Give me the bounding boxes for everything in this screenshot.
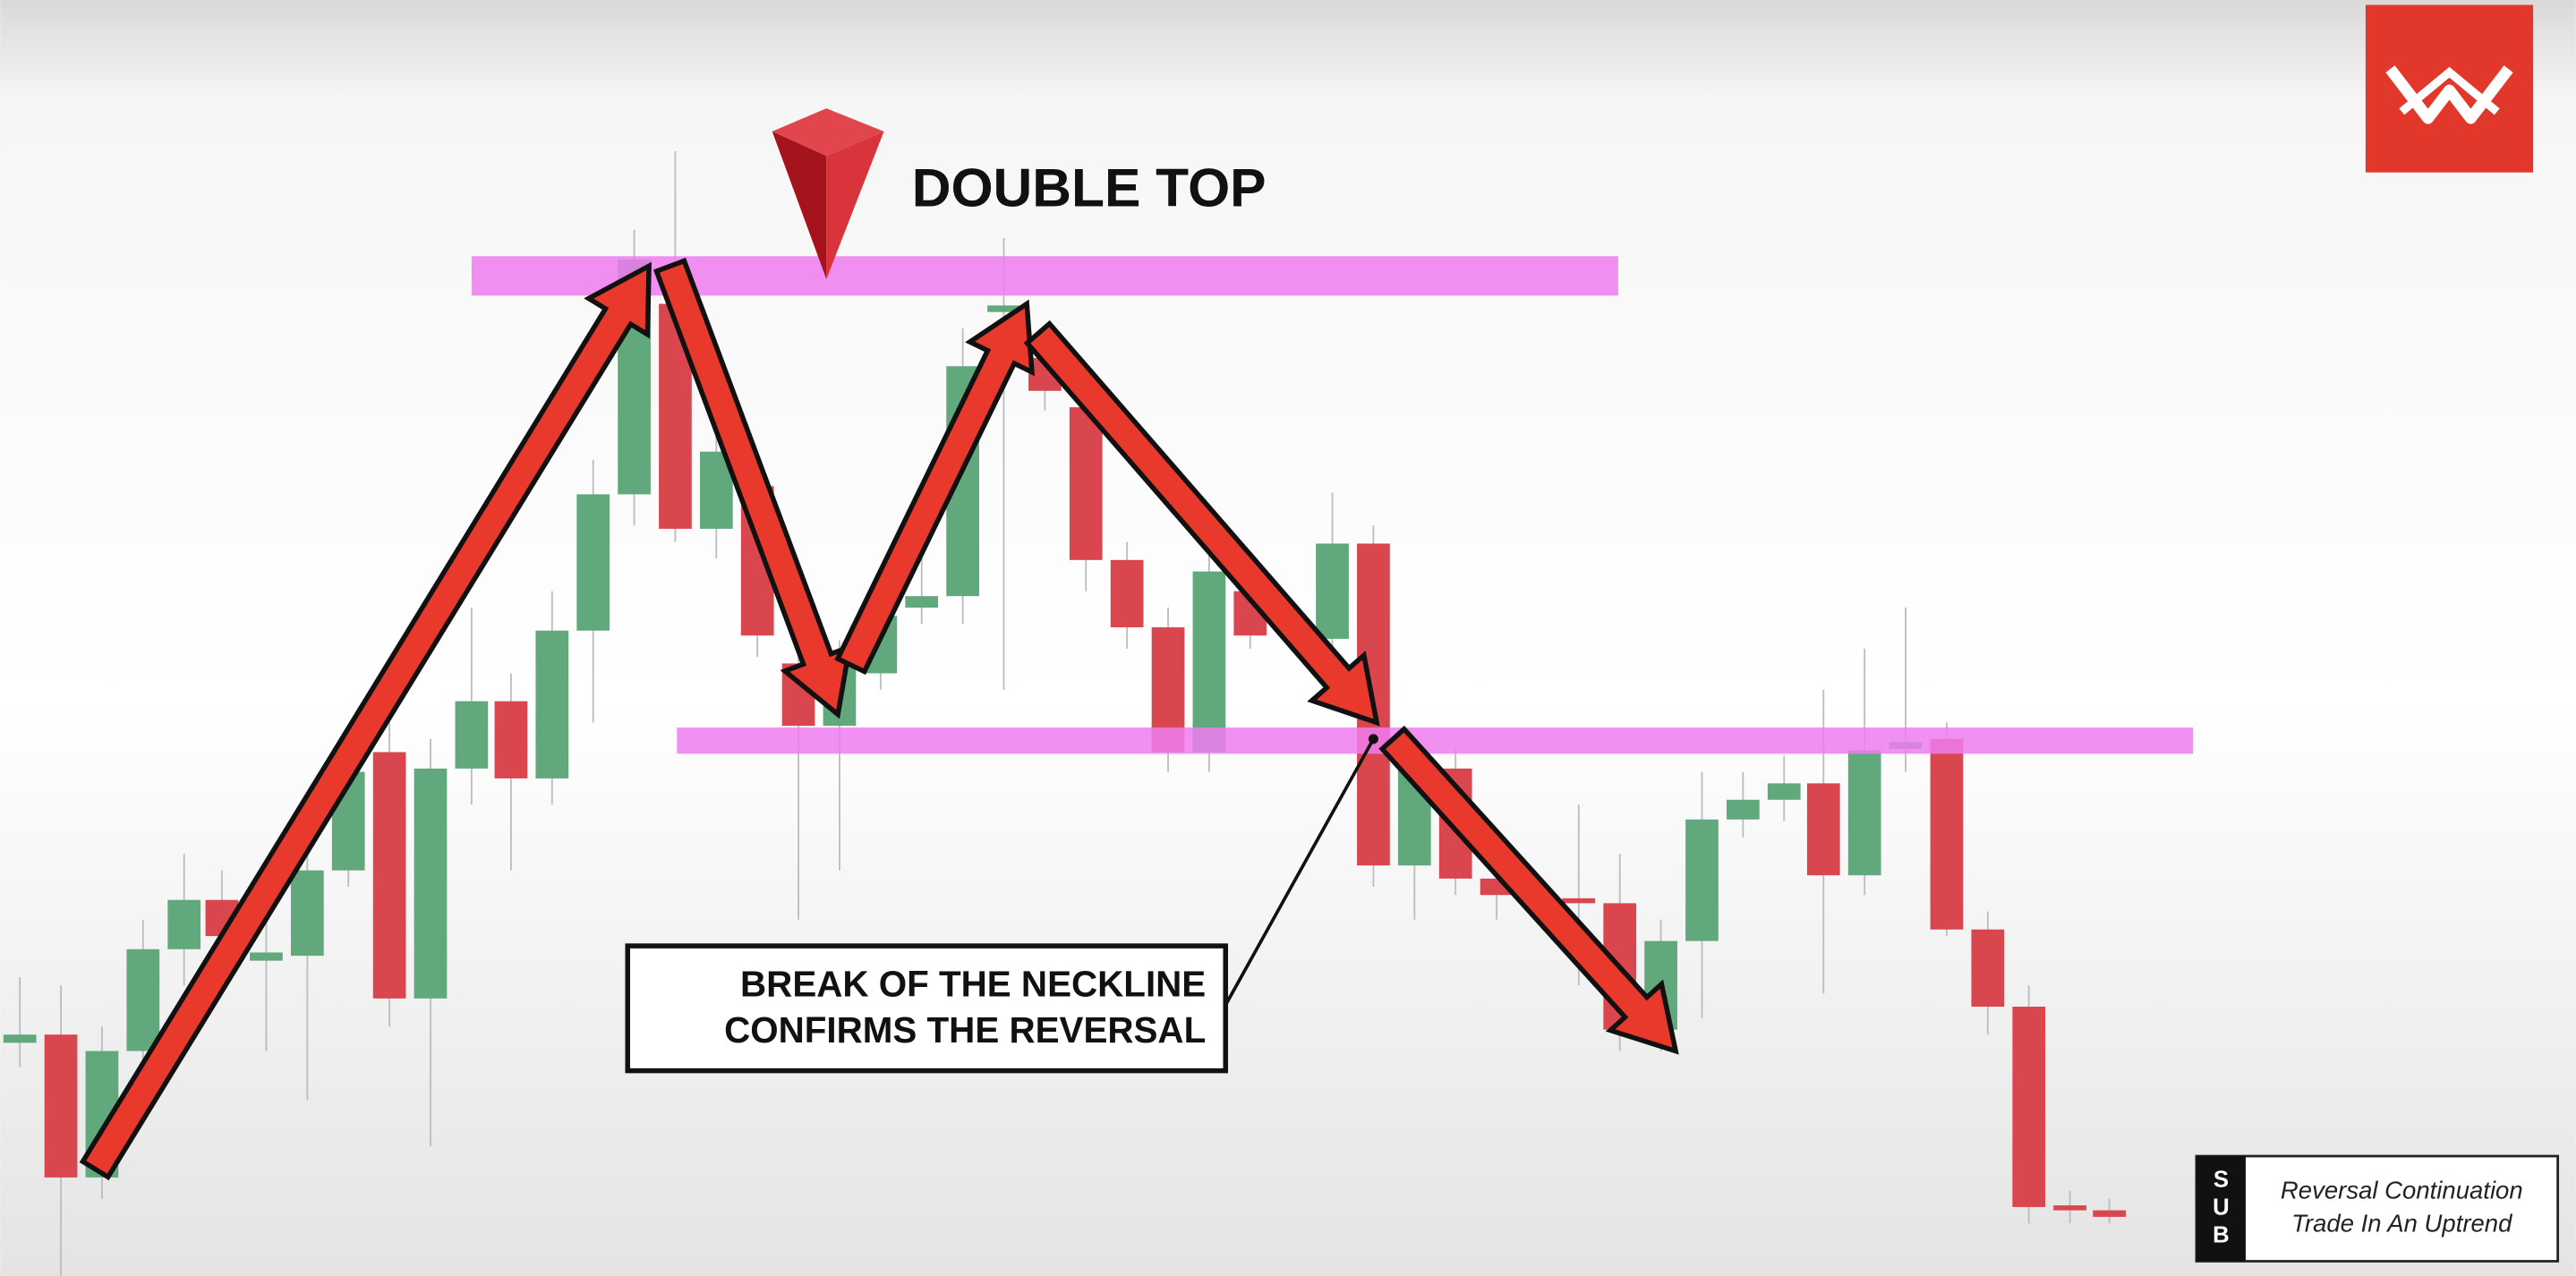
candle-body xyxy=(1847,750,1881,876)
candle-body xyxy=(535,630,569,778)
badge-line: Reversal Continuation xyxy=(2281,1177,2523,1204)
badge-strip xyxy=(2196,1156,2246,1262)
neckline-band xyxy=(677,727,2194,754)
candle-body xyxy=(1685,819,1719,941)
callout-line: BREAK OF THE NECKLINE xyxy=(740,964,1206,1005)
arrow xyxy=(1023,319,1380,727)
badge: S U B Reversal Continuation Trade In An … xyxy=(2195,1154,2560,1263)
gem-right xyxy=(826,131,884,279)
candle-body xyxy=(1971,929,2005,1008)
candle-body xyxy=(250,952,283,961)
candle-body xyxy=(576,494,610,631)
callout-box xyxy=(625,943,1229,1074)
badge-letter: U xyxy=(2213,1195,2230,1221)
candle-body xyxy=(2012,1007,2046,1207)
arrow xyxy=(834,299,1036,676)
candle-body xyxy=(1192,571,1226,753)
candle-body xyxy=(1069,407,1103,560)
badge-letter: S xyxy=(2213,1167,2229,1192)
badge-line: Trade In An Uptrend xyxy=(2291,1209,2513,1237)
candle-body xyxy=(1110,559,1144,628)
badge-letter: B xyxy=(2213,1223,2230,1248)
candle-body xyxy=(1806,783,1840,876)
candle-body xyxy=(455,701,489,769)
arrow xyxy=(1378,725,1679,1055)
candle-body xyxy=(3,1034,37,1043)
candle-body xyxy=(414,768,448,999)
candle-body xyxy=(372,752,406,999)
logo xyxy=(2365,4,2534,173)
candle-body xyxy=(987,305,1020,312)
callout-dot xyxy=(1368,734,1378,744)
arrow xyxy=(79,261,652,1181)
arrow xyxy=(653,257,853,719)
candle-body xyxy=(1767,783,1801,800)
candle-body xyxy=(1562,897,1596,904)
candle-body xyxy=(1316,543,1349,639)
candle-body xyxy=(44,1034,78,1178)
candle-body xyxy=(1930,738,1964,930)
candle-body xyxy=(1727,799,1760,820)
title: DOUBLE TOP xyxy=(912,157,1267,218)
callout-pointer xyxy=(1224,737,1376,1007)
candle-body xyxy=(2053,1205,2086,1211)
callout-line: CONFIRMS THE REVERSAL xyxy=(724,1009,1206,1051)
logo-mark xyxy=(2399,66,2500,115)
callout: BREAK OF THE NECKLINE CONFIRMS THE REVER… xyxy=(625,943,1229,1074)
candle-body xyxy=(290,870,324,957)
gem-top xyxy=(772,108,884,157)
candle-body xyxy=(2093,1210,2126,1217)
candle-body xyxy=(905,596,939,608)
candle-body xyxy=(494,701,528,778)
candle-body xyxy=(167,899,201,949)
arrows xyxy=(79,257,1679,1181)
candle-body xyxy=(126,948,160,1051)
levels xyxy=(471,256,2194,754)
